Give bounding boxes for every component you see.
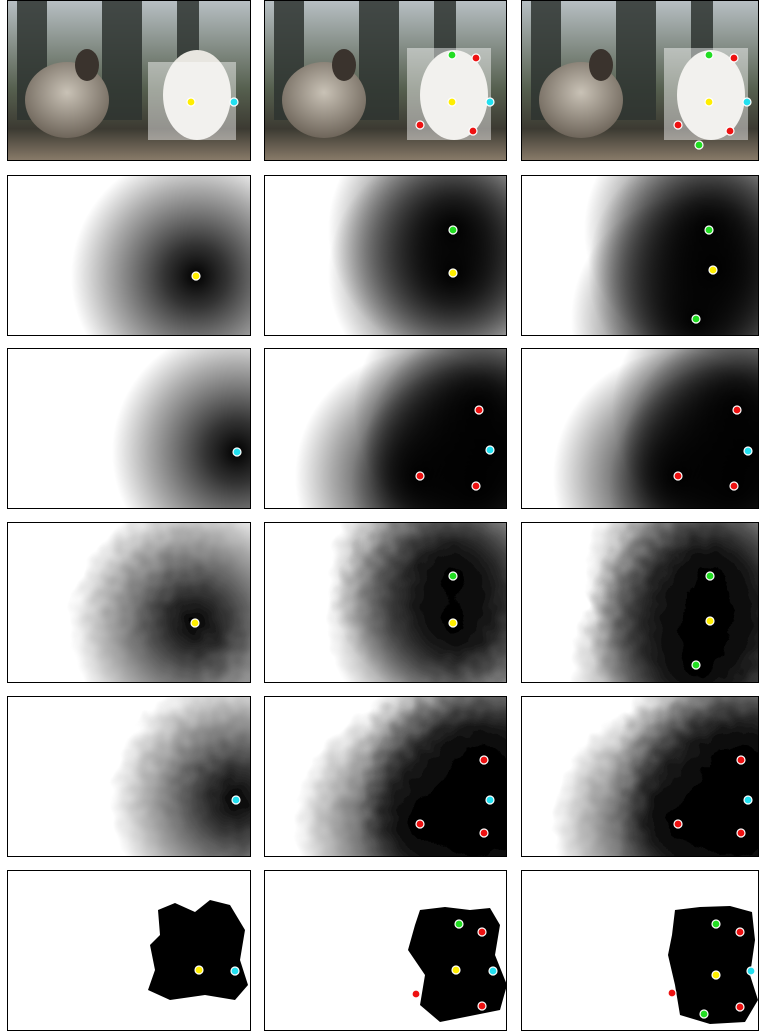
figure [0,0,759,1031]
point [231,967,239,975]
point [449,269,457,277]
point [475,406,483,414]
point [744,796,752,804]
point [736,1003,744,1011]
point [486,446,494,454]
point [230,98,238,106]
point [705,98,713,106]
point [743,98,751,106]
point [712,920,720,928]
point [668,989,676,997]
sheep-head [332,49,356,81]
point [747,967,755,975]
point [705,226,713,234]
point [480,829,488,837]
point [192,272,200,280]
point [706,617,714,625]
sheep-head [589,49,613,81]
point [191,619,199,627]
point [455,920,463,928]
point [449,572,457,580]
point [700,1010,708,1018]
point [416,472,424,480]
point [452,966,460,974]
panel [521,0,759,161]
point [233,448,241,456]
point [195,966,203,974]
panel [7,0,251,161]
point [486,796,494,804]
point [472,482,480,490]
point [712,971,720,979]
point [737,829,745,837]
point [449,619,457,627]
point [448,51,456,59]
point [692,315,700,323]
point [489,967,497,975]
point [737,756,745,764]
point [412,990,420,998]
point [736,928,744,936]
point [744,447,752,455]
point [674,820,682,828]
point [478,1002,486,1010]
point [486,98,494,106]
point [705,51,713,59]
panel [264,0,507,161]
point [480,756,488,764]
point [232,796,240,804]
point [416,820,424,828]
point [674,121,682,129]
point [469,127,477,135]
point [692,661,700,669]
point [416,121,424,129]
point [733,406,741,414]
point [726,127,734,135]
panel [7,870,251,1031]
point [695,141,703,149]
point [449,226,457,234]
panel [521,870,759,1031]
point [730,482,738,490]
point [674,472,682,480]
point [706,572,714,580]
point [448,98,456,106]
point [709,266,717,274]
panels [7,0,759,1031]
panel [264,870,507,1031]
sheep-head [75,49,99,81]
point [478,928,486,936]
point [472,54,480,62]
mask [148,900,248,1000]
point [187,98,195,106]
point [730,54,738,62]
